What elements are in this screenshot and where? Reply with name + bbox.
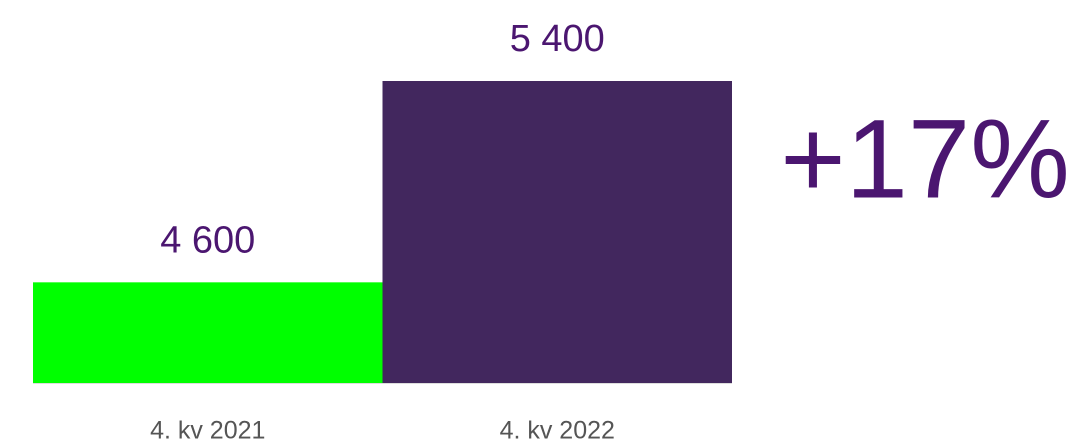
x-tick-label: 4. kv 2022 [500, 417, 615, 445]
change-annotation: +17% [780, 97, 1070, 222]
value-label: 4 600 [160, 219, 255, 261]
bar [382, 81, 732, 383]
value-label: 5 400 [510, 18, 605, 60]
bar [33, 282, 383, 383]
x-tick-label: 4. kv 2021 [150, 417, 265, 445]
